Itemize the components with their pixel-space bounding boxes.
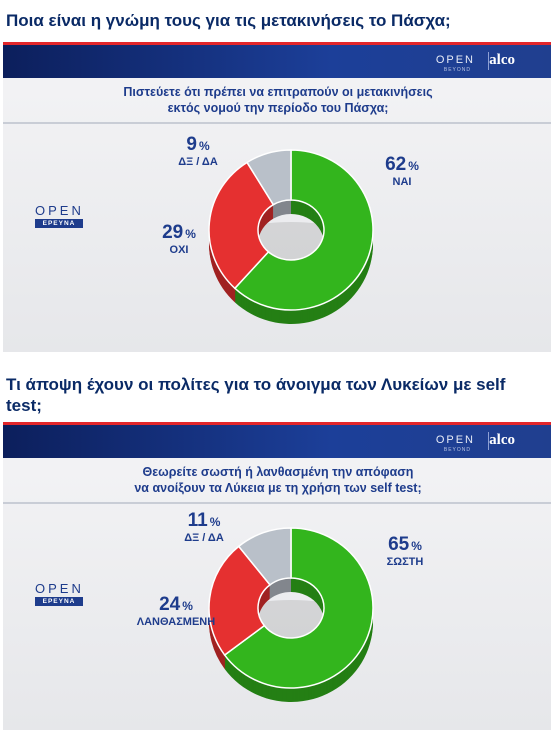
donut-slice-1 — [208, 545, 272, 657]
slice-value-number: 65 — [388, 534, 410, 555]
brand-divider — [488, 432, 489, 450]
donut-slice-0 — [223, 527, 374, 689]
slice-value-unit: % — [411, 539, 422, 553]
donut-chart-lyceum-opening — [208, 527, 374, 702]
slice-value-yes: 62% ΝΑΙ — [367, 154, 437, 188]
open-ereuna-logo: OPEN ΕΡΕΥΝΑ — [35, 204, 83, 228]
slice-value-unit: % — [185, 227, 196, 241]
logo-open-word: OPEN — [35, 203, 84, 218]
donut-slice-0 — [233, 149, 374, 311]
headline-easter-travel: Ποια είναι η γνώμη τους για τις μετακινή… — [6, 11, 451, 30]
title-divider — [3, 122, 551, 124]
logo-ereuna-band: ΕΡΕΥΝΑ — [35, 219, 83, 228]
chart-title-line-2: εκτός νομού την περίοδο του Πάσχα; — [167, 101, 389, 115]
alco-brand-logo: alco — [489, 432, 515, 448]
chart-title-line-2: να ανοίξουν τα Λύκεια με τη χρήση των se… — [134, 481, 422, 495]
chart-title: Θεωρείτε σωστή ή λανθασμένη την απόφαση … — [63, 464, 493, 496]
panel-header-bar: OPEN BEYOND alco — [3, 42, 551, 78]
open-brand-tagline: BEYOND — [443, 67, 471, 73]
poll-panel-lyceum-opening: OPEN BEYOND alco Θεωρείτε σωστή ή λανθασ… — [3, 422, 551, 730]
slice-value-correct: 65% ΣΩΣΤΗ — [365, 534, 445, 568]
slice-value-dk: 11% ΔΞ / ΔΑ — [169, 510, 239, 544]
headline-lyceum-opening: Τι άποψη έχουν οι πολίτες για το άνοιγμα… — [6, 375, 506, 415]
slice-value-dk: 9% ΔΞ / ΔΑ — [163, 134, 233, 168]
slice-label: ΔΞ / ΔΑ — [184, 532, 224, 544]
slice-value-number: 24 — [159, 594, 181, 615]
chart-title: Πιστεύετε ότι πρέπει να επιτραπούν οι με… — [63, 84, 493, 116]
donut-slice-2 — [237, 527, 292, 586]
slice-value-unit: % — [209, 515, 221, 529]
open-brand-tagline: BEYOND — [443, 447, 471, 453]
slice-value-unit: % — [182, 599, 193, 613]
slice-label: ΝΑΙ — [392, 176, 412, 188]
logo-ereuna-band: ΕΡΕΥΝΑ — [35, 597, 83, 606]
donut-slice-2 — [246, 149, 292, 206]
panel-header-bar: OPEN BEYOND alco — [3, 422, 551, 458]
slice-value-no: 29% ΟΧΙ — [149, 222, 209, 256]
slice-label: ΔΞ / ΔΑ — [178, 156, 218, 168]
open-ereuna-logo: OPEN ΕΡΕΥΝΑ — [35, 582, 83, 606]
slice-label: ΟΧΙ — [169, 244, 189, 256]
slice-value-wrong: 24% ΛΑΝΘΑΣΜΕΝΗ — [131, 594, 221, 628]
header-accent-stripe — [3, 422, 551, 425]
slice-value-number: 9 — [186, 134, 197, 155]
open-brand-logo: OPEN — [435, 54, 475, 66]
donut-slice-1 — [208, 161, 275, 290]
logo-open-word: OPEN — [35, 581, 84, 596]
slice-value-number: 29 — [162, 222, 184, 243]
donut-chart-easter-travel — [208, 149, 374, 324]
slice-value-unit: % — [408, 159, 419, 173]
slice-label: ΣΩΣΤΗ — [386, 556, 424, 568]
open-brand-logo: OPEN — [435, 434, 475, 446]
poll-panel-easter-travel: OPEN BEYOND alco Πιστεύετε ότι πρέπει να… — [3, 42, 551, 352]
slice-value-number: 11 — [187, 510, 208, 531]
alco-brand-logo: alco — [489, 52, 515, 68]
header-accent-stripe — [3, 42, 551, 45]
chart-title-line-1: Θεωρείτε σωστή ή λανθασμένη την απόφαση — [142, 465, 414, 479]
chart-title-line-1: Πιστεύετε ότι πρέπει να επιτραπούν οι με… — [123, 85, 433, 99]
title-divider — [3, 502, 551, 504]
brand-divider — [488, 52, 489, 70]
slice-label: ΛΑΝΘΑΣΜΕΝΗ — [136, 616, 216, 628]
slice-value-unit: % — [198, 139, 210, 153]
slice-value-number: 62 — [385, 154, 407, 175]
